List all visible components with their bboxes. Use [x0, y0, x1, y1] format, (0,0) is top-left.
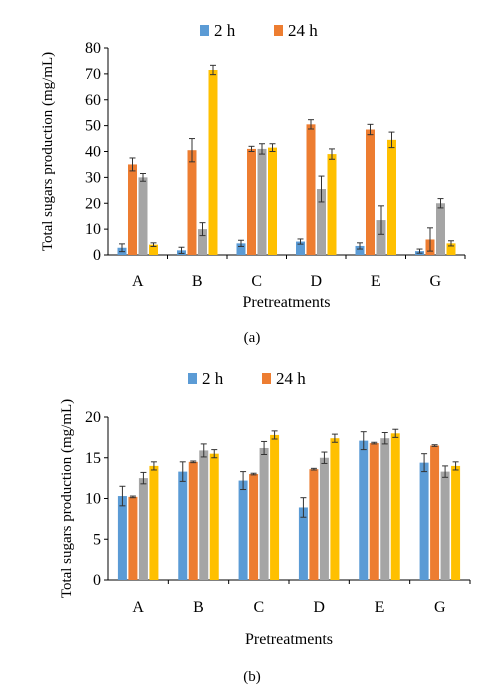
bar-3-C	[259, 447, 269, 580]
bar-2-D	[306, 124, 316, 255]
y-tick-label: 30	[85, 169, 101, 186]
bar-3-A	[138, 177, 148, 255]
legend-label: 24 h	[288, 21, 318, 40]
bar-4-G	[446, 243, 456, 255]
y-tick-label: 10	[85, 491, 101, 508]
bar-1-A	[117, 496, 127, 580]
bar-3-C	[257, 148, 267, 255]
x-tick-label: A	[132, 599, 144, 616]
x-tick-label: D	[313, 599, 325, 616]
y-tick-label: 60	[85, 92, 101, 109]
bar-3-B	[198, 229, 207, 255]
bar-3-D	[317, 189, 326, 255]
bar-2-B	[188, 461, 198, 580]
y-tick-label: 40	[85, 144, 101, 161]
y-tick-label: 20	[85, 409, 101, 426]
bar-1-C	[238, 480, 248, 580]
legend-label: 2 h	[214, 21, 236, 40]
x-tick-label: B	[193, 599, 204, 616]
bar-2-B	[187, 150, 197, 255]
y-tick-label: 10	[85, 221, 101, 238]
y-tick-label: 50	[85, 118, 101, 135]
x-tick-label: C	[251, 273, 262, 290]
bar-2-D	[309, 469, 319, 580]
bar-1-D	[298, 507, 308, 580]
x-tick-label: A	[132, 273, 144, 290]
bar-4-D	[327, 154, 337, 255]
bar-4-D	[330, 438, 340, 580]
panel-caption: (b)	[243, 669, 261, 685]
y-axis-title: Total sugars production (mg/mL)	[59, 399, 75, 598]
bar-3-E	[380, 438, 390, 580]
bar-1-B	[178, 471, 188, 580]
bar-1-D	[296, 241, 305, 255]
bar-1-C	[236, 243, 246, 255]
bar-4-G	[451, 465, 461, 580]
legend-swatch	[262, 373, 271, 384]
bar-2-A	[128, 496, 138, 580]
x-tick-label: G	[434, 599, 446, 616]
bar-3-E	[376, 220, 386, 255]
bar-4-E	[387, 139, 396, 255]
bar-2-E	[369, 443, 379, 580]
bar-2-A	[128, 164, 137, 255]
x-tick-label: D	[310, 273, 322, 290]
y-tick-label: 80	[85, 40, 101, 57]
x-axis-title: Pretreatments	[245, 631, 333, 648]
bar-2-E	[366, 129, 375, 255]
panel-caption: (a)	[244, 330, 261, 346]
legend-label: 2 h	[202, 369, 224, 388]
bar-3-G	[436, 203, 445, 255]
bar-4-B	[209, 453, 219, 580]
bar-1-G	[419, 462, 429, 580]
y-tick-label: 20	[85, 195, 101, 212]
legend-swatch	[274, 25, 283, 36]
bar-2-G	[430, 445, 440, 580]
bar-3-A	[138, 478, 148, 580]
bar-3-G	[440, 471, 450, 580]
legend-swatch	[188, 373, 197, 384]
bar-2-C	[249, 474, 259, 580]
y-tick-label: 0	[93, 247, 101, 264]
chart-panel-a: 0 10 20 30 40 50 60 70 80 A B C D E G Total sugars prod…	[40, 21, 466, 346]
y-tick-label: 15	[85, 450, 101, 467]
bar-1-E	[355, 245, 365, 255]
bar-2-C	[247, 148, 256, 255]
bar-1-E	[359, 440, 369, 580]
x-axis-title: Pretreatments	[243, 294, 331, 311]
y-tick-label: 70	[85, 66, 101, 83]
bar-3-B	[199, 450, 209, 580]
legend-label: 24 h	[276, 369, 306, 388]
x-tick-label: E	[375, 599, 385, 616]
y-tick-label: 0	[93, 572, 101, 589]
legend-swatch	[200, 25, 209, 36]
bar-4-C	[268, 147, 277, 255]
y-axis-title: Total sugars production (mg/mL)	[40, 52, 56, 251]
x-tick-label: C	[253, 599, 264, 616]
bar-4-C	[270, 434, 280, 580]
x-tick-label: B	[192, 273, 203, 290]
x-tick-label: G	[429, 273, 441, 290]
x-tick-label: E	[371, 273, 381, 290]
y-tick-label: 5	[93, 531, 101, 548]
bar-4-B	[208, 69, 218, 256]
bar-4-A	[149, 244, 158, 255]
bar-4-E	[390, 433, 400, 580]
bar-3-D	[319, 457, 329, 580]
bar-4-A	[149, 465, 159, 580]
chart-panel-b: 0 5 10 15 20 A B C D E G Total sugars production (m…	[59, 369, 471, 685]
